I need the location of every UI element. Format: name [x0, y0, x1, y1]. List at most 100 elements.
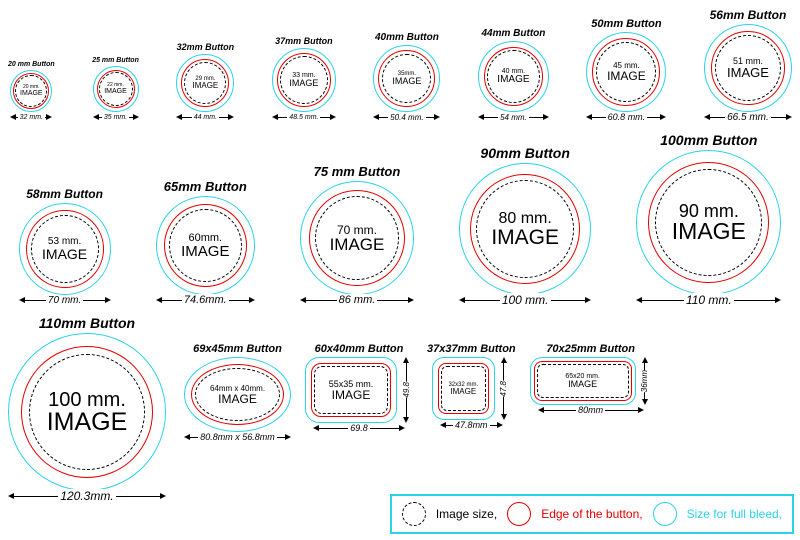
row-3: 110mm Button100 mm.IMAGE120.3mm.69x45mm … [8, 315, 792, 499]
width-dimension: 60.8 mm. [586, 114, 666, 120]
button-diagram: 70 mm.IMAGE [300, 181, 414, 295]
button-diagram: 35mm.IMAGE [373, 45, 440, 112]
image-circle: 60mm.IMAGE [169, 209, 242, 282]
image-word: IMAGE [289, 79, 318, 88]
button-spec: 50mm Button45 mm.IMAGE60.8 mm. [586, 18, 666, 120]
image-mm-label: 80 mm. [498, 211, 551, 227]
image-shape: 64mm x 40mm.IMAGE [195, 368, 280, 421]
width-dimension: 110 mm. [636, 297, 781, 303]
button-diagram: 32x32 mm.IMAGE 47.8 [432, 357, 511, 420]
button-diagram: 60mm.IMAGE [156, 196, 255, 295]
button-spec: 110mm Button 100 mm.IMAGE 120.3mm. [8, 315, 166, 499]
button-diagram: 53 mm.IMAGE [19, 203, 111, 295]
image-mm-label: 70 mm. [337, 224, 377, 236]
width-dimension: 54 mm. [478, 114, 549, 120]
row-1: 20 mm Button 20 mm.IMAGE 32 mm. 25 mm Butto… [8, 8, 792, 120]
image-circle: 51 mm.IMAGE [715, 35, 781, 101]
button-diagram: 51 mm.IMAGE [704, 24, 792, 112]
button-title: 58mm Button [26, 187, 103, 201]
image-word: IMAGE [727, 66, 769, 79]
width-dimension: 35 mm. [93, 114, 139, 120]
height-dimension: 49.8 [399, 357, 413, 423]
image-shape: 55x35 mm.IMAGE [314, 366, 388, 414]
image-mm-label: 60mm. [188, 233, 222, 244]
button-title: 37x37mm Button [427, 343, 516, 355]
button-spec: 37mm Button33 mm.IMAGE48.5 mm. [272, 36, 336, 120]
button-spec: 70x25mm Button65x20 mm.IMAGE36mm80mm [530, 343, 652, 413]
image-word: IMAGE [568, 380, 597, 389]
button-title: 40mm Button [375, 32, 439, 43]
height-dimension: 47.8 [497, 357, 511, 420]
legend-image-label: Image size, [436, 507, 497, 521]
button-title: 110mm Button [39, 315, 135, 331]
button-title: 44mm Button [481, 28, 545, 39]
image-circle: 40 mm.IMAGE [487, 50, 540, 103]
image-circle: 100 mm.IMAGE [29, 354, 145, 470]
button-diagram: 80 mm.IMAGE [459, 163, 591, 295]
image-word: IMAGE [330, 236, 385, 253]
image-circle: 33 mm.IMAGE [280, 56, 328, 104]
legend-image-swatch [402, 502, 426, 526]
button-spec: 75 mm Button70 mm.IMAGE86 mm. [300, 164, 414, 303]
image-circle: 80 mm.IMAGE [476, 180, 574, 278]
image-shape: 65x20 mm.IMAGE [537, 364, 629, 398]
image-mm-label: 100 mm. [48, 390, 126, 410]
image-shape: 32x32 mm.IMAGE [441, 366, 486, 411]
button-spec: 69x45mm Button64mm x 40mm.IMAGE80.8mm x … [184, 343, 291, 440]
button-title: 50mm Button [591, 18, 661, 30]
button-spec: 58mm Button53 mm.IMAGE70 mm. [19, 187, 111, 303]
button-title: 20 mm Button [8, 61, 55, 68]
image-word: IMAGE [47, 410, 128, 435]
image-word: IMAGE [497, 75, 529, 85]
button-diagram: 65x20 mm.IMAGE36mm [530, 357, 652, 405]
button-spec: 100mm Button 90 mm.IMAGE 110 mm. [636, 132, 781, 303]
image-word: IMAGE [218, 393, 257, 405]
button-spec: 60x40mm Button55x35 mm.IMAGE49.869.8 [305, 343, 413, 431]
button-diagram: 33 mm.IMAGE [272, 48, 336, 112]
image-word: IMAGE [42, 247, 87, 261]
width-dimension: 66.5 mm. [704, 114, 792, 120]
image-word: IMAGE [672, 220, 746, 243]
button-spec: 25 mm Button 22 mm.IMAGE 35 mm. [92, 57, 139, 120]
button-title: 37mm Button [275, 36, 333, 46]
legend-bleed-label: Size for full bleed, [687, 507, 782, 521]
button-spec: 90mm Button80 mm.IMAGE100 mm. [459, 145, 591, 303]
button-spec: 56mm Button51 mm.IMAGE66.5 mm. [704, 8, 792, 120]
legend-bleed-swatch [653, 502, 677, 526]
width-dimension: 50.4 mm. [373, 114, 440, 120]
row-2: 58mm Button 53 mm.IMAGE 70 mm. 65mm Button 6… [8, 132, 792, 303]
image-word: IMAGE [392, 77, 421, 86]
button-spec: 40mm Button 35mm.IMAGE 50.4 mm. [373, 32, 440, 120]
button-title: 65mm Button [164, 179, 247, 194]
legend-edge-label: Edge of the button, [541, 507, 642, 521]
button-title: 32mm Button [177, 42, 235, 52]
button-spec: 32mm Button 29 mm.IMAGE 44 mm. [176, 42, 234, 120]
button-spec: 37x37mm Button 32x32 mm.IMAGE 47.8 47.8mm [427, 343, 516, 428]
width-dimension: 44 mm. [176, 114, 234, 120]
width-dimension: 47.8mm [440, 422, 503, 428]
width-dimension: 80mm [538, 407, 644, 413]
image-word: IMAGE [491, 227, 559, 248]
image-circle: 22 mm.IMAGE [99, 72, 133, 106]
button-diagram: 20 mm.IMAGE [10, 70, 52, 112]
button-diagram: 64mm x 40mm.IMAGE [184, 357, 291, 432]
button-spec: 20 mm Button 20 mm.IMAGE 32 mm. [8, 61, 55, 120]
image-word: IMAGE [104, 88, 127, 95]
button-title: 100mm Button [660, 132, 757, 148]
button-diagram: 90 mm.IMAGE [636, 150, 781, 295]
button-title: 75 mm Button [314, 164, 401, 179]
width-dimension: 69.8 [313, 425, 405, 431]
button-title: 90mm Button [480, 145, 569, 161]
button-title: 25 mm Button [92, 57, 139, 64]
width-dimension: 120.3mm. [8, 493, 166, 499]
button-diagram: 40 mm.IMAGE [478, 41, 549, 112]
image-word: IMAGE [20, 90, 43, 97]
image-word: IMAGE [192, 82, 218, 90]
width-dimension: 74.6mm. [156, 297, 255, 303]
button-title: 69x45mm Button [193, 343, 282, 355]
button-diagram: 29 mm.IMAGE [176, 54, 234, 112]
button-diagram: 55x35 mm.IMAGE 49.8 [305, 357, 413, 423]
legend: Image size, Edge of the button, Size for… [390, 494, 794, 534]
width-dimension: 32 mm. [10, 114, 52, 120]
image-circle: 90 mm.IMAGE [655, 169, 762, 276]
